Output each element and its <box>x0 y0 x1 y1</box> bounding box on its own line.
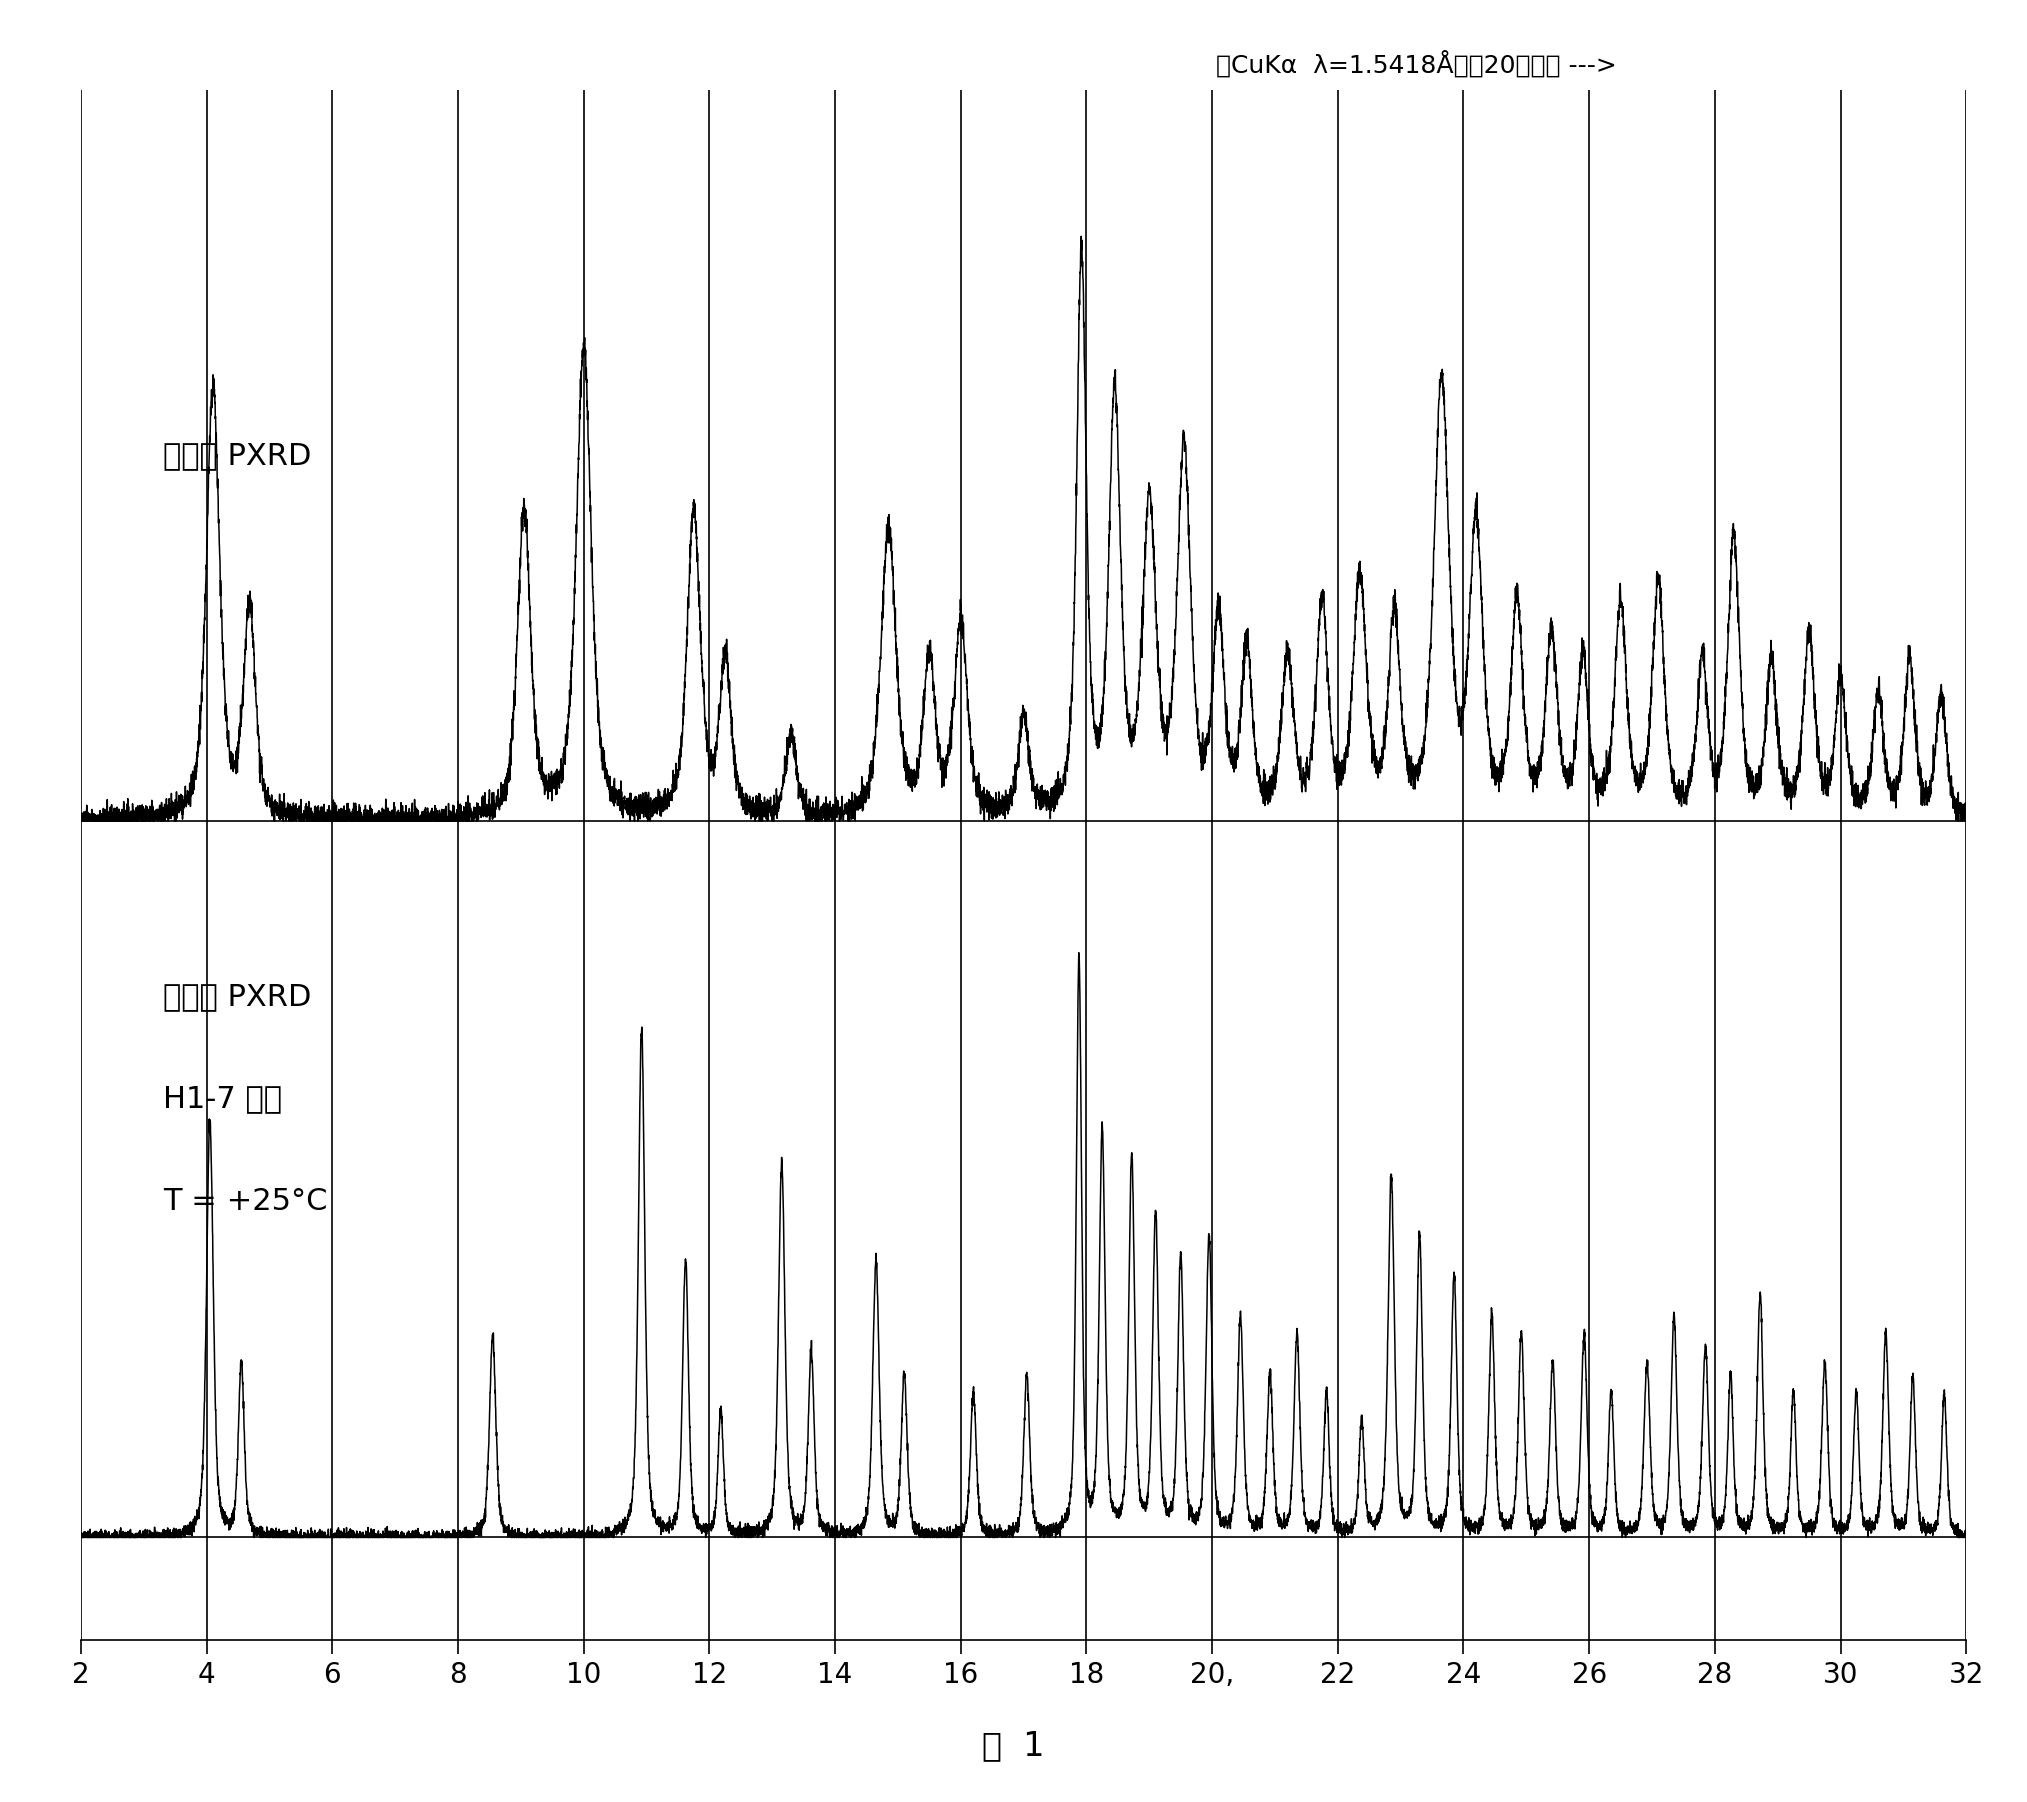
Text: T = +25°C: T = +25°C <box>162 1188 326 1216</box>
Text: 图  1: 图 1 <box>983 1730 1044 1762</box>
Text: 模拟的 PXRD: 模拟的 PXRD <box>162 982 310 1011</box>
Text: 实测的 PXRD: 实测的 PXRD <box>162 441 310 470</box>
Text: H1-7 形式: H1-7 形式 <box>162 1085 282 1114</box>
Text: 在CuKα  λ=1.5418Å下的20（度） --->: 在CuKα λ=1.5418Å下的20（度） ---> <box>1216 50 1618 77</box>
